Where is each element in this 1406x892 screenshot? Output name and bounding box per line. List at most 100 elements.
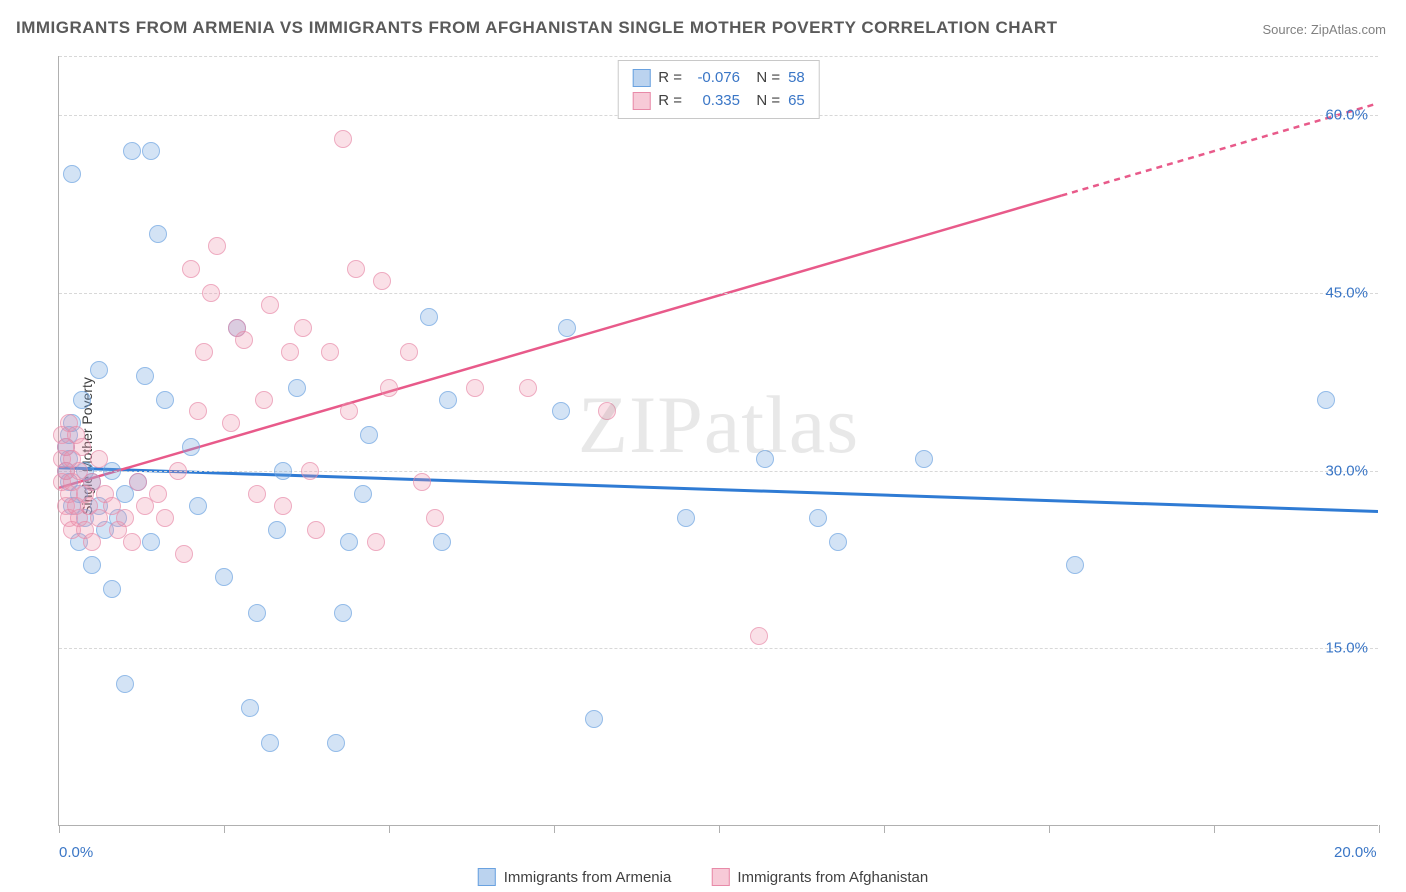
data-point (677, 509, 695, 527)
y-tick-label: 45.0% (1325, 284, 1368, 301)
data-point (400, 343, 418, 361)
data-point (156, 391, 174, 409)
data-point (321, 343, 339, 361)
series-legend: Immigrants from Armenia Immigrants from … (478, 868, 928, 886)
data-point (585, 710, 603, 728)
legend-swatch-icon (478, 868, 496, 886)
data-point (334, 130, 352, 148)
legend-row: R = -0.076 N = 58 (632, 67, 805, 90)
legend-r-label: R = (658, 90, 682, 113)
gridline-horizontal (59, 56, 1378, 57)
data-point (327, 734, 345, 752)
data-point (756, 450, 774, 468)
data-point (195, 343, 213, 361)
data-point (340, 533, 358, 551)
data-point (274, 462, 292, 480)
x-tick (224, 825, 225, 833)
scatter-plot-area: ZIPatlas R = -0.076 N = 58 R = 0.335 N =… (58, 56, 1378, 826)
x-tick (554, 825, 555, 833)
data-point (103, 580, 121, 598)
data-point (281, 343, 299, 361)
data-point (519, 379, 537, 397)
x-tick-label: 0.0% (59, 844, 93, 861)
legend-r-label: R = (658, 67, 682, 90)
data-point (136, 367, 154, 385)
gridline-horizontal (59, 471, 1378, 472)
data-point (439, 391, 457, 409)
data-point (182, 438, 200, 456)
data-point (347, 260, 365, 278)
legend-r-value: -0.076 (690, 67, 740, 90)
data-point (241, 699, 259, 717)
data-point (189, 497, 207, 515)
data-point (202, 284, 220, 302)
data-point (169, 462, 187, 480)
y-tick-label: 15.0% (1325, 640, 1368, 657)
data-point (288, 379, 306, 397)
data-point (90, 450, 108, 468)
data-point (83, 533, 101, 551)
data-point (235, 331, 253, 349)
data-point (354, 485, 372, 503)
data-point (809, 509, 827, 527)
legend-n-label: N = (748, 90, 780, 113)
data-point (367, 533, 385, 551)
x-tick (1049, 825, 1050, 833)
data-point (123, 142, 141, 160)
legend-item-label: Immigrants from Armenia (504, 869, 672, 886)
data-point (829, 533, 847, 551)
x-tick (884, 825, 885, 833)
x-tick (389, 825, 390, 833)
data-point (750, 627, 768, 645)
data-point (915, 450, 933, 468)
data-point (255, 391, 273, 409)
gridline-horizontal (59, 648, 1378, 649)
correlation-legend: R = -0.076 N = 58 R = 0.335 N = 65 (617, 60, 820, 119)
data-point (149, 485, 167, 503)
data-point (261, 296, 279, 314)
data-point (558, 319, 576, 337)
x-tick-label: 20.0% (1334, 844, 1377, 861)
source-attribution: Source: ZipAtlas.com (1262, 22, 1386, 37)
data-point (552, 402, 570, 420)
data-point (156, 509, 174, 527)
data-point (90, 361, 108, 379)
legend-r-value: 0.335 (690, 90, 740, 113)
data-point (426, 509, 444, 527)
data-point (420, 308, 438, 326)
x-tick (59, 825, 60, 833)
watermark: ZIPatlas (578, 378, 859, 472)
legend-row: R = 0.335 N = 65 (632, 90, 805, 113)
data-point (598, 402, 616, 420)
data-point (380, 379, 398, 397)
data-point (182, 260, 200, 278)
data-point (189, 402, 207, 420)
data-point (73, 438, 91, 456)
legend-n-value: 58 (788, 67, 805, 90)
data-point (116, 509, 134, 527)
data-point (129, 473, 147, 491)
data-point (274, 497, 292, 515)
legend-n-value: 65 (788, 90, 805, 113)
x-tick (719, 825, 720, 833)
x-tick (1379, 825, 1380, 833)
data-point (208, 237, 226, 255)
data-point (142, 142, 160, 160)
data-point (248, 604, 266, 622)
legend-item: Immigrants from Armenia (478, 868, 672, 886)
data-point (116, 675, 134, 693)
data-point (142, 533, 160, 551)
y-tick-label: 30.0% (1325, 462, 1368, 479)
data-point (215, 568, 233, 586)
data-point (334, 604, 352, 622)
data-point (307, 521, 325, 539)
legend-item: Immigrants from Afghanistan (711, 868, 928, 886)
data-point (1066, 556, 1084, 574)
data-point (175, 545, 193, 563)
data-point (248, 485, 266, 503)
data-point (433, 533, 451, 551)
legend-swatch-icon (632, 92, 650, 110)
data-point (149, 225, 167, 243)
data-point (222, 414, 240, 432)
legend-swatch-icon (632, 69, 650, 87)
